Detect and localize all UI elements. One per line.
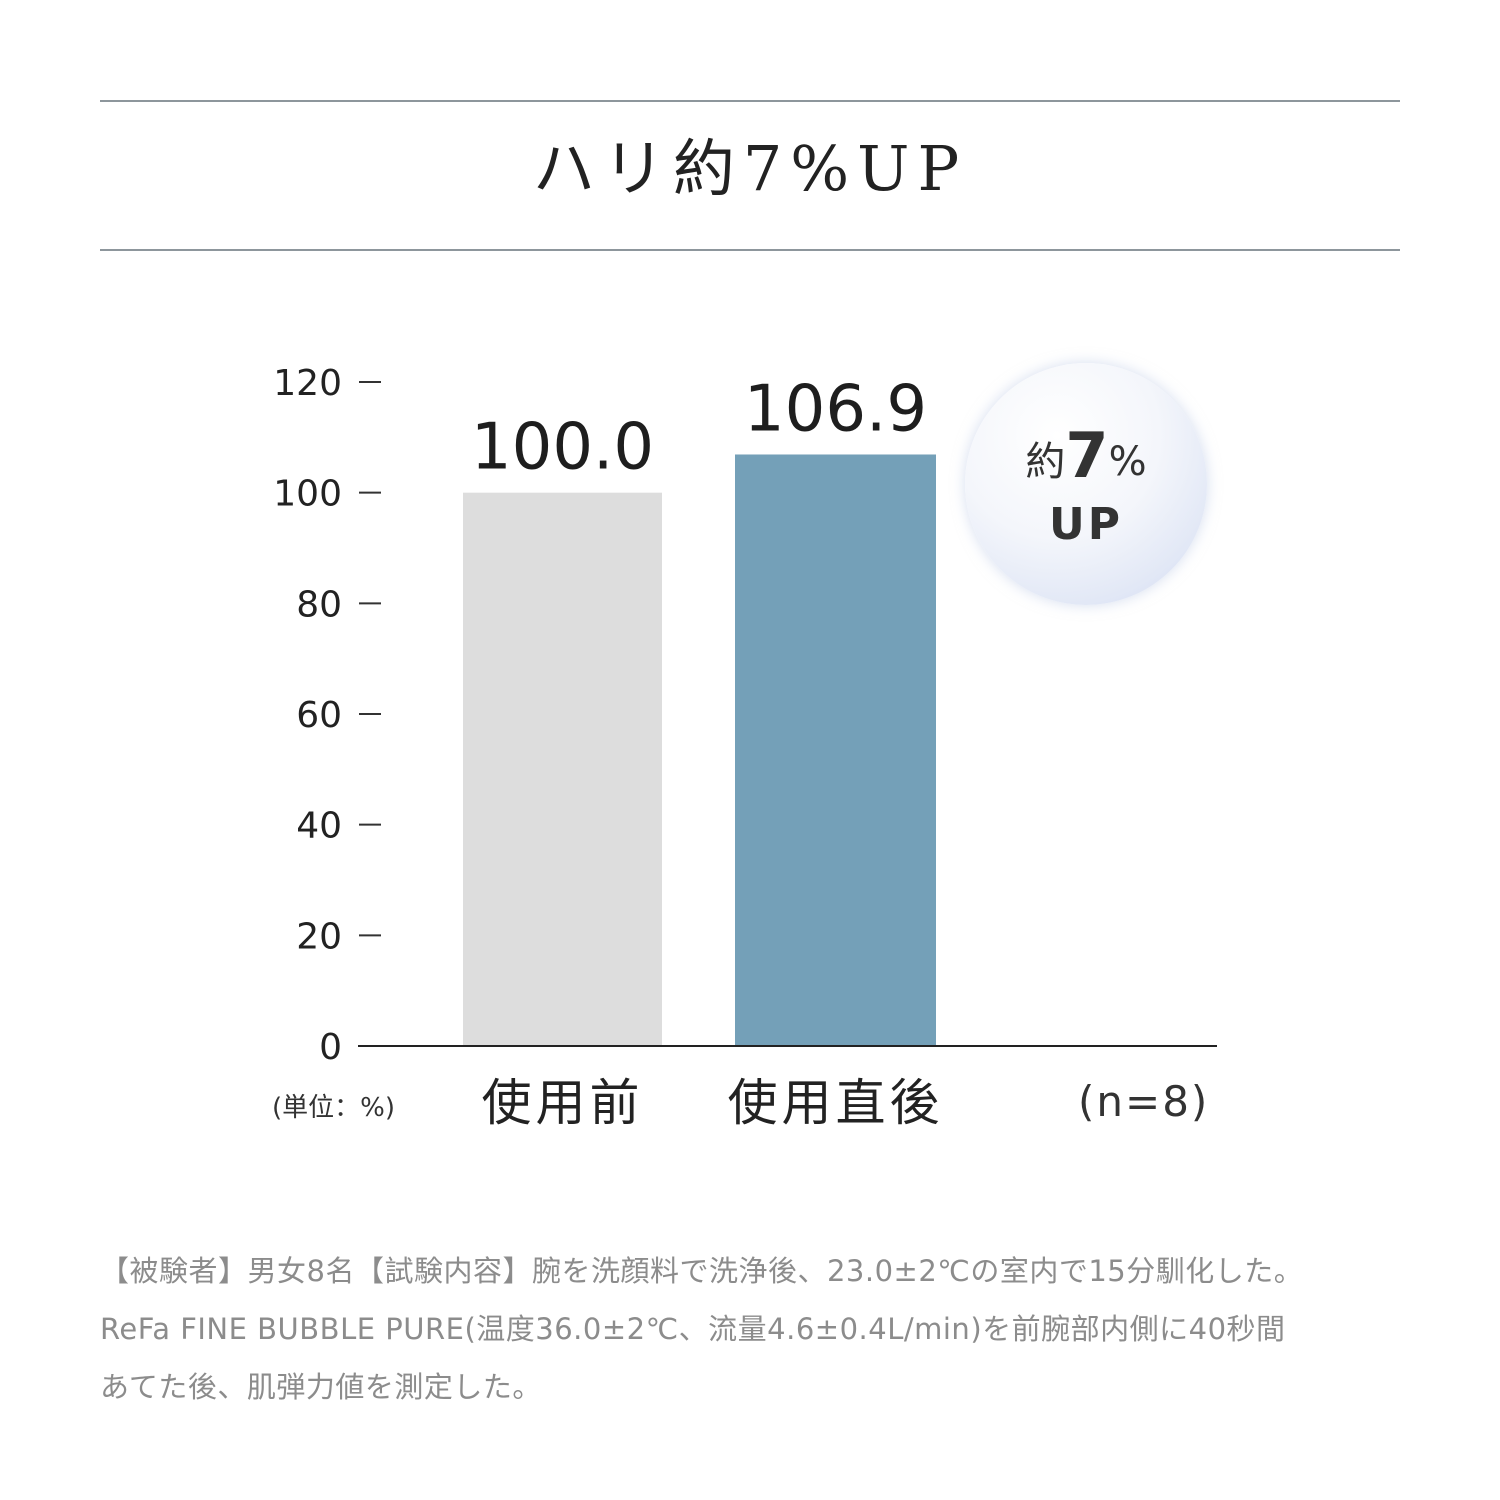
badge-prefix: 約 <box>1025 439 1066 485</box>
x-category-label: 使用直後 <box>728 1074 944 1132</box>
sample-size-label: (n=8) <box>1078 1077 1209 1126</box>
y-tick-label: 60 <box>296 695 342 736</box>
unit-label: (単位：%) <box>272 1093 395 1123</box>
bar-value-label: 106.9 <box>744 372 927 446</box>
bars: 100.0 106.9 <box>463 372 936 1047</box>
x-axis-categories: 使用前 使用直後 <box>482 1074 944 1132</box>
badge-number: 7 <box>1065 419 1109 492</box>
footnote-line: 【被験者】男女8名【試験内容】腕を洗顔料で洗浄後、23.0±2℃の室内で15分馴… <box>100 1254 1304 1288</box>
y-tick-label: 100 <box>273 474 342 515</box>
bar-value-label: 100.0 <box>471 411 654 485</box>
bar <box>735 454 936 1046</box>
badge-line-1: 約7% <box>965 425 1207 487</box>
bar-chart: 0 20 40 60 80 100 120 100.0 106.9 使用前 使用直後 (単位：%… <box>272 363 1217 1132</box>
footnote-line: ReFa FINE BUBBLE PURE(温度36.0±2℃、流量4.6±0.… <box>100 1312 1286 1346</box>
badge-up-label: UP <box>1049 499 1123 550</box>
y-axis-ticks: 0 20 40 60 80 100 120 <box>273 363 381 1068</box>
increase-badge: 約7% UP <box>965 363 1207 605</box>
y-tick-label: 0 <box>319 1027 342 1068</box>
bottom-rule <box>100 249 1400 251</box>
top-rule <box>100 100 1400 102</box>
chart-title: ハリ約7%UP <box>532 132 968 205</box>
y-tick-label: 20 <box>296 916 342 957</box>
x-category-label: 使用前 <box>482 1074 644 1132</box>
footnote: 【被験者】男女8名【試験内容】腕を洗顔料で洗浄後、23.0±2℃の室内で15分馴… <box>100 1242 1410 1416</box>
y-tick-label: 120 <box>273 363 342 404</box>
footnote-line: あてた後、肌弾力値を測定した。 <box>100 1370 542 1404</box>
badge-suffix: % <box>1108 439 1147 485</box>
y-tick-label: 80 <box>296 584 342 625</box>
bar <box>463 492 662 1047</box>
y-tick-label: 40 <box>296 806 342 847</box>
